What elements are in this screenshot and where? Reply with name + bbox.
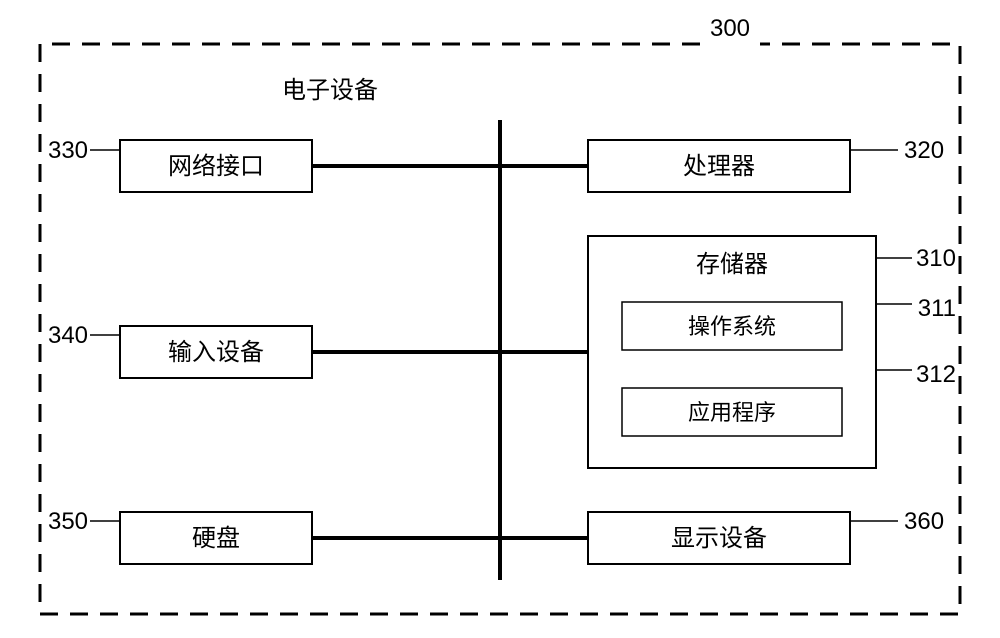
- box-processor-label: 处理器: [683, 153, 755, 180]
- num-311: 311: [918, 295, 956, 322]
- box-memory-title: 存储器: [696, 251, 768, 278]
- electronic-device-diagram: 300 电子设备 网络接口 330 输入设备 340 硬盘 350 处理器: [0, 0, 1000, 638]
- box-display-device: 显示设备 360: [588, 508, 944, 564]
- box-hard-disk-label: 硬盘: [192, 525, 240, 552]
- num-360: 360: [904, 508, 944, 535]
- num-340: 340: [48, 322, 88, 349]
- box-os: 操作系统 311: [622, 295, 956, 350]
- num-312: 312: [916, 361, 956, 388]
- outer-label: 300: [710, 15, 750, 42]
- diagram-title: 电子设备: [282, 77, 378, 104]
- box-network-interface-label: 网络接口: [168, 153, 264, 180]
- num-320: 320: [904, 137, 944, 164]
- num-350: 350: [48, 508, 88, 535]
- box-memory: 存储器 310 操作系统 311 应用程序 312: [588, 236, 956, 468]
- num-310: 310: [916, 245, 956, 272]
- box-processor: 处理器 320: [588, 137, 944, 192]
- box-input-device-label: 输入设备: [168, 339, 264, 366]
- num-330: 330: [48, 137, 88, 164]
- box-os-label: 操作系统: [688, 314, 776, 339]
- box-app-label: 应用程序: [688, 400, 776, 425]
- box-network-interface: 网络接口 330: [48, 137, 312, 192]
- bus: [312, 120, 588, 580]
- box-hard-disk: 硬盘 350: [48, 508, 312, 564]
- box-display-device-label: 显示设备: [671, 525, 767, 552]
- box-input-device: 输入设备 340: [48, 322, 312, 378]
